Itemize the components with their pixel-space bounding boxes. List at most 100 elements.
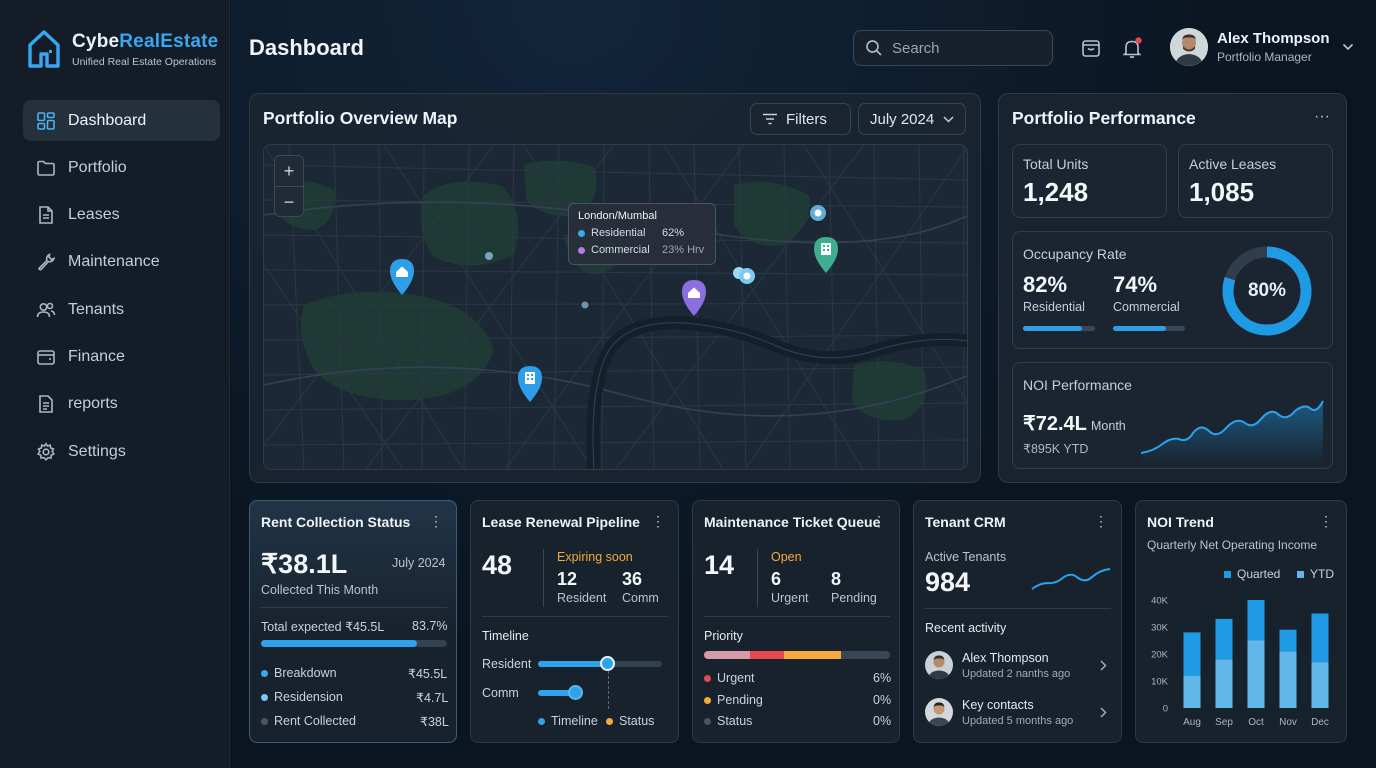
maintenance-total: 14 [704, 550, 735, 580]
bar-quarted-aug[interactable] [1183, 675, 1201, 708]
nav-item-portfolio[interactable]: Portfolio [23, 147, 220, 188]
nav-item-leases[interactable]: Leases [23, 195, 220, 236]
legend-dot [606, 718, 613, 725]
nav-item-reports[interactable]: reports [23, 384, 220, 425]
crm-title: Tenant CRM [925, 514, 1006, 530]
bar-ytd-nov[interactable] [1279, 629, 1297, 652]
bar-ytd-dec[interactable] [1311, 613, 1329, 663]
comm-value: 36 [622, 569, 643, 589]
rent-collection-panel: Rent Collection Status ⋮ ₹38.1L July 202… [249, 500, 457, 743]
user-menu[interactable]: Alex Thompson Portfolio Manager [1170, 28, 1354, 66]
comm-slider-track[interactable] [538, 690, 578, 696]
expected-progress-fill [261, 640, 417, 647]
search-input[interactable] [892, 39, 1042, 57]
document-icon [39, 206, 53, 224]
more-menu-button[interactable]: ⋮ [1319, 513, 1334, 529]
avatar [925, 698, 953, 726]
bar-ytd-sep[interactable] [1215, 618, 1233, 660]
legend-value: ₹38L [420, 715, 449, 729]
expected-label: Total expected ₹45.5L [261, 620, 385, 634]
brand-name: CybeRealEstate [72, 30, 219, 52]
x-tick-label: Sep [1215, 717, 1233, 728]
legend-row: Residension [261, 690, 343, 704]
user-role: Portfolio Manager [1217, 50, 1312, 64]
legend-row: Breakdown [261, 666, 337, 680]
bar-ytd-aug[interactable] [1183, 632, 1201, 676]
activity-sub: Updated 5 months ago [962, 715, 1074, 727]
more-menu-button[interactable]: ⋮ [651, 513, 666, 529]
bar-quarted-sep[interactable] [1215, 659, 1233, 708]
map-marker-icon [485, 252, 493, 260]
y-tick-label: 20K [1151, 650, 1169, 661]
map-tooltip: London/Mumbal Residential 62% Commercial 2… [568, 203, 716, 265]
zoom-out-button[interactable]: − [283, 192, 295, 212]
activity-sub: Updated 2 nanths ago [962, 668, 1071, 680]
pending-value: 8 [831, 569, 842, 589]
maintenance-title: Maintenance Ticket Queue [704, 514, 881, 530]
page-title: Dashboard [249, 35, 364, 60]
bar-quarted-oct[interactable] [1247, 640, 1265, 709]
avatar [925, 651, 953, 679]
period-select[interactable]: July 2024 [858, 103, 967, 135]
nav-item-finance[interactable]: Finance [23, 336, 220, 377]
zoom-in-button[interactable]: + [275, 156, 303, 187]
map-cluster-icon[interactable] [730, 263, 758, 287]
chevron-right-icon [1100, 660, 1107, 671]
bar-ytd-oct[interactable] [1247, 600, 1265, 641]
nav-label: Dashboard [68, 111, 147, 129]
occupancy-label: Occupancy Rate [1023, 246, 1127, 262]
map-pin-building-icon[interactable] [516, 364, 544, 404]
filters-button[interactable]: Filters [750, 103, 851, 135]
map-panel-title: Portfolio Overview Map [263, 108, 458, 128]
x-tick-label: Dec [1311, 717, 1329, 728]
brand-logo[interactable]: CybeRealEstate Unified Real Estate Opera… [26, 28, 218, 70]
nav-item-settings[interactable]: Settings [23, 431, 220, 472]
nav-item-dashboard[interactable]: Dashboard [23, 100, 220, 141]
map-canvas [264, 145, 967, 469]
map-pin-building-icon[interactable] [812, 235, 840, 277]
x-tick-label: Oct [1248, 717, 1264, 728]
noi-card: NOI Performance ₹72.4L Month ₹895K YTD [1012, 362, 1333, 469]
bar-quarted-dec[interactable] [1311, 662, 1329, 708]
noi-sparkline [1141, 400, 1324, 463]
legend-row: Rent Collected [261, 714, 356, 728]
map-pin-house-icon[interactable] [680, 278, 708, 318]
more-menu-button[interactable]: ⋮ [1094, 513, 1109, 529]
wallet-icon [37, 350, 55, 365]
open-label: Open [771, 550, 802, 564]
legend-dot [261, 694, 268, 701]
map-pin-house-icon[interactable] [388, 257, 416, 297]
noi-ytd: ₹895K YTD [1023, 442, 1089, 456]
active-tenants-label: Active Tenants [925, 550, 1007, 564]
expected-progress-track [261, 640, 447, 647]
nav-label: Portfolio [68, 158, 127, 176]
nav-item-tenants[interactable]: Tenants [23, 289, 220, 330]
legend-dot [578, 246, 585, 254]
activity-item[interactable]: Key contacts Updated 5 months ago [925, 696, 1115, 732]
noi-bar-chart: 0 10K 20K 30K 40K Aug Sep Oct Nov Dec [1151, 596, 1329, 729]
nav-item-maintenance[interactable]: Maintenance [23, 242, 220, 283]
rent-sub: Collected This Month [261, 583, 379, 597]
comm-label: Comm [622, 591, 659, 605]
map-cluster-icon[interactable] [806, 203, 830, 223]
activity-item[interactable]: Alex Thompson Updated 2 nanths ago [925, 649, 1115, 685]
tenants-sparkline [1031, 568, 1111, 590]
resident-slider-handle[interactable] [600, 656, 615, 671]
sidebar: CybeRealEstate Unified Real Estate Opera… [0, 0, 230, 768]
x-tick-label: Nov [1279, 717, 1297, 728]
more-menu-button[interactable]: ⋮ [429, 513, 444, 529]
more-menu-button[interactable]: ⋮ [872, 513, 887, 529]
calendar-icon[interactable] [1080, 37, 1102, 59]
chevron-right-icon [1100, 707, 1107, 718]
nav-label: Tenants [68, 300, 125, 318]
legend-item: Quarted [1224, 567, 1280, 581]
comm-slider-handle[interactable] [568, 685, 583, 700]
search-box[interactable] [853, 30, 1053, 66]
more-menu-button[interactable]: ··· [1314, 108, 1330, 125]
nav-label: Leases [68, 206, 120, 224]
bar-quarted-nov[interactable] [1279, 651, 1297, 708]
residential-occupancy-label: Residential [1023, 300, 1085, 314]
portfolio-map[interactable] [263, 144, 968, 470]
resident-row-label: Resident [482, 657, 532, 671]
bell-icon[interactable] [1121, 37, 1143, 59]
